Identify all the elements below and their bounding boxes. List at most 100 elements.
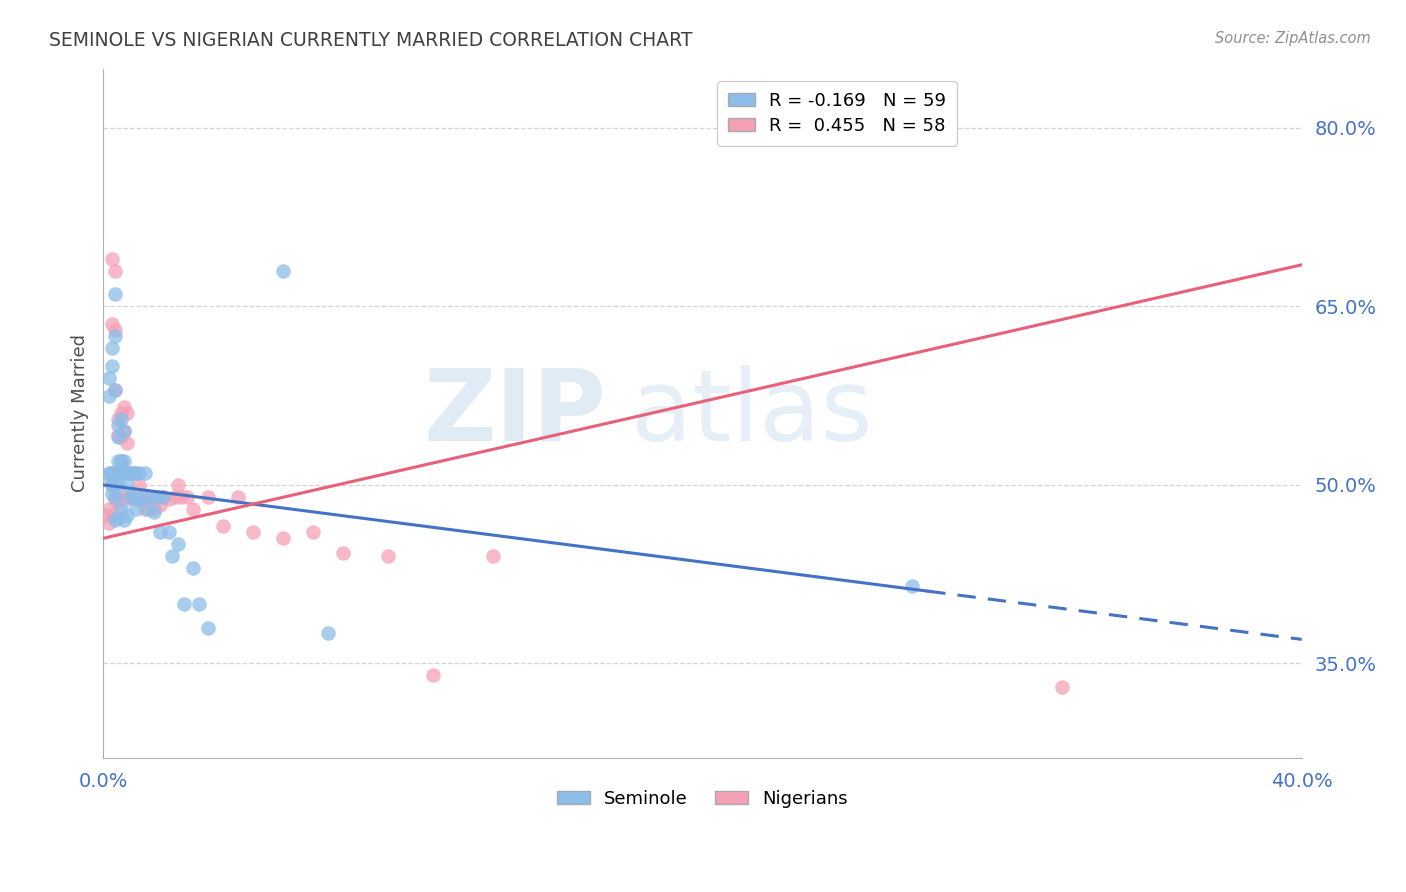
Point (125, 491, 148, 506)
Point (176, 490, 198, 504)
Point (110, 430, 132, 444)
Point (197, 620, 219, 634)
Point (107, 418, 129, 433)
Point (112, 466, 135, 480)
Point (125, 501, 148, 516)
Point (377, 549, 399, 563)
Point (181, 501, 204, 516)
Point (122, 490, 145, 504)
Point (110, 406, 132, 420)
Point (481, 549, 503, 563)
Point (134, 466, 156, 480)
Point (125, 466, 148, 480)
Point (131, 490, 153, 504)
Point (112, 513, 135, 527)
Point (101, 317, 124, 331)
Point (107, 477, 129, 491)
Point (302, 525, 325, 540)
Point (115, 436, 138, 450)
Point (120, 490, 142, 504)
Point (115, 466, 138, 480)
Point (115, 508, 138, 522)
Point (271, 263, 294, 277)
Point (167, 537, 190, 551)
Point (101, 477, 124, 491)
Point (157, 491, 180, 506)
Point (98, 501, 121, 516)
Point (107, 412, 129, 426)
Point (146, 490, 169, 504)
Point (136, 501, 159, 516)
Point (152, 490, 174, 504)
Point (146, 490, 169, 504)
Point (149, 498, 172, 512)
Point (173, 597, 195, 611)
Text: SEMINOLE VS NIGERIAN CURRENTLY MARRIED CORRELATION CHART: SEMINOLE VS NIGERIAN CURRENTLY MARRIED C… (49, 31, 693, 50)
Point (101, 466, 124, 480)
Point (422, 668, 444, 682)
Point (110, 412, 132, 426)
Point (271, 531, 294, 545)
Point (98, 516, 121, 530)
Point (107, 466, 129, 480)
Point (120, 466, 142, 480)
Point (104, 329, 127, 343)
Point (107, 454, 129, 468)
Point (120, 466, 142, 480)
Point (110, 491, 132, 506)
Point (152, 490, 174, 504)
Point (104, 513, 127, 527)
Point (115, 491, 138, 506)
Point (316, 626, 339, 640)
Point (115, 406, 138, 420)
Point (112, 424, 135, 438)
Point (112, 401, 135, 415)
Point (167, 477, 190, 491)
Point (128, 477, 150, 491)
Point (98, 466, 121, 480)
Point (197, 490, 219, 504)
Point (143, 505, 166, 519)
Point (136, 491, 159, 506)
Point (98, 388, 121, 402)
Point (122, 466, 145, 480)
Point (112, 454, 135, 468)
Point (122, 490, 145, 504)
Point (1050, 680, 1073, 694)
Point (160, 549, 183, 563)
Point (131, 490, 153, 504)
Point (149, 525, 172, 540)
Point (122, 466, 145, 480)
Point (107, 427, 129, 442)
Point (94, 508, 117, 522)
Point (188, 597, 211, 611)
Point (101, 252, 124, 266)
Point (107, 430, 129, 444)
Point (110, 454, 132, 468)
Point (170, 490, 193, 504)
Point (110, 501, 132, 516)
Text: Source: ZipAtlas.com: Source: ZipAtlas.com (1215, 31, 1371, 46)
Point (139, 490, 162, 504)
Point (104, 323, 127, 337)
Point (101, 477, 124, 491)
Point (104, 466, 127, 480)
Point (101, 341, 124, 355)
Point (107, 466, 129, 480)
Point (104, 466, 127, 480)
Point (157, 525, 180, 540)
Point (104, 263, 127, 277)
Y-axis label: Currently Married: Currently Married (72, 334, 89, 492)
Point (332, 545, 354, 559)
Point (101, 466, 124, 480)
Point (104, 490, 127, 504)
Point (94, 468, 117, 483)
Point (101, 359, 124, 373)
Point (110, 466, 132, 480)
Point (242, 525, 264, 540)
Point (143, 501, 166, 516)
Legend: Seminole, Nigerians: Seminole, Nigerians (550, 782, 855, 815)
Point (181, 561, 204, 575)
Point (115, 477, 138, 491)
Point (212, 519, 235, 533)
